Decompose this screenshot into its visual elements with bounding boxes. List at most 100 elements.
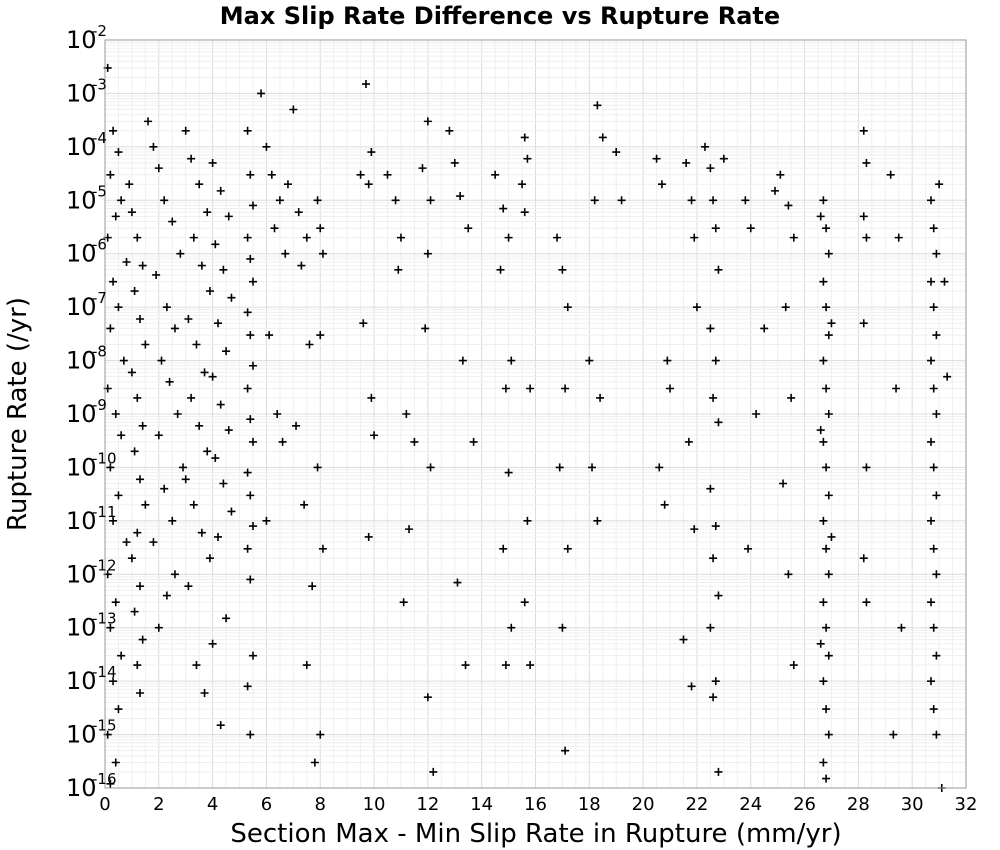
scatter-point: [784, 201, 793, 210]
scatter-point: [491, 170, 500, 179]
scatter-point: [184, 582, 193, 591]
scatter-point: [706, 623, 715, 632]
y-tick-label: 10-5: [66, 182, 107, 214]
scatter-point: [246, 575, 255, 584]
scatter-point: [687, 682, 696, 691]
x-tick-label: 24: [739, 794, 762, 815]
scatter-point: [133, 233, 142, 242]
scatter-point: [122, 538, 131, 547]
scatter-point: [779, 479, 788, 488]
scatter-point: [663, 356, 672, 365]
scatter-point: [520, 208, 529, 217]
scatter-point: [927, 598, 936, 607]
scatter-point: [127, 368, 136, 377]
scatter-point: [117, 196, 126, 205]
scatter-point: [596, 393, 605, 402]
scatter-point: [216, 400, 225, 409]
scatter-point: [141, 340, 150, 349]
scatter-point: [246, 491, 255, 500]
scatter-point: [170, 570, 179, 579]
scatter-point: [929, 463, 938, 472]
y-tick-base: 10: [66, 186, 97, 214]
scatter-point: [706, 484, 715, 493]
scatter-point: [588, 463, 597, 472]
scatter-point: [657, 180, 666, 189]
scatter-point: [302, 233, 311, 242]
scatter-point: [157, 356, 166, 365]
scatter-point: [744, 544, 753, 553]
scatter-point: [927, 196, 936, 205]
y-tick-base: 10: [66, 721, 97, 749]
scatter-point: [149, 538, 158, 547]
scatter-point: [827, 532, 836, 541]
scatter-point: [227, 293, 236, 302]
scatter-point: [752, 410, 761, 418]
scatter-point: [461, 661, 470, 670]
scatter-point: [297, 261, 306, 270]
scatter-point: [219, 479, 228, 488]
scatter-point: [499, 544, 508, 553]
scatter-point: [130, 607, 139, 616]
x-tick-label: 16: [524, 794, 547, 815]
scatter-point: [932, 491, 941, 500]
scatter-point: [563, 303, 572, 312]
scatter-point: [666, 384, 675, 393]
scatter-point: [313, 196, 322, 205]
scatter-point: [273, 410, 282, 418]
scatter-point: [593, 101, 602, 110]
scatter-point: [402, 410, 411, 418]
y-tick-exponent: -5: [92, 182, 107, 200]
scatter-point: [450, 158, 459, 167]
scatter-point: [894, 233, 903, 242]
scatter-point: [248, 277, 257, 286]
y-tick-exponent: -8: [92, 343, 107, 361]
scatter-point: [243, 682, 252, 691]
y-tick-exponent: -10: [92, 449, 117, 467]
x-axis-ticks: 0 2 4 6 8 10 12 14 16 18 20 22 24 26 28 30 32: [99, 794, 977, 815]
scatter-point: [520, 598, 529, 607]
scatter-point: [114, 303, 123, 312]
scatter-point: [216, 721, 225, 730]
scatter-point: [927, 516, 936, 525]
scatter-point: [200, 368, 209, 377]
scatter-point: [127, 208, 136, 217]
scatter-point: [246, 254, 255, 263]
scatter-point: [711, 224, 720, 233]
scatter-point: [270, 224, 279, 233]
scatter-point: [940, 277, 949, 286]
scatter-point: [526, 661, 535, 670]
y-tick-exponent: -14: [92, 663, 117, 681]
scatter-point: [192, 661, 201, 670]
scatter-point: [310, 758, 319, 767]
scatter-point: [464, 224, 473, 233]
scatter-point: [927, 437, 936, 446]
scatter-point: [456, 192, 465, 201]
scatter-point: [173, 410, 182, 418]
y-axis-ticks: 10-210-310-410-510-610-710-810-910-1010-…: [66, 22, 117, 802]
scatter-point: [106, 779, 115, 788]
scatter-point: [165, 377, 174, 386]
scatter-point: [760, 324, 769, 333]
scatter-point: [824, 410, 833, 418]
scatter-point: [563, 544, 572, 553]
scatter-point: [195, 180, 204, 189]
scatter-point: [138, 421, 147, 430]
scatter-point: [248, 651, 257, 660]
scatter-point: [292, 421, 301, 430]
scatter-point: [426, 463, 435, 472]
scatter-point: [219, 265, 228, 274]
scatter-point: [469, 437, 478, 446]
scatter-point: [243, 126, 252, 135]
scatter-point: [507, 623, 516, 632]
y-tick-exponent: -15: [92, 717, 117, 735]
scatter-point: [111, 212, 120, 221]
scatter-point: [208, 158, 217, 167]
scatter-point: [111, 758, 120, 767]
scatter-point: [819, 196, 828, 205]
scatter-point: [208, 372, 217, 381]
scatter-point: [862, 463, 871, 472]
scatter-point: [932, 570, 941, 579]
scatter-point: [426, 196, 435, 205]
scatter-point: [504, 468, 513, 477]
